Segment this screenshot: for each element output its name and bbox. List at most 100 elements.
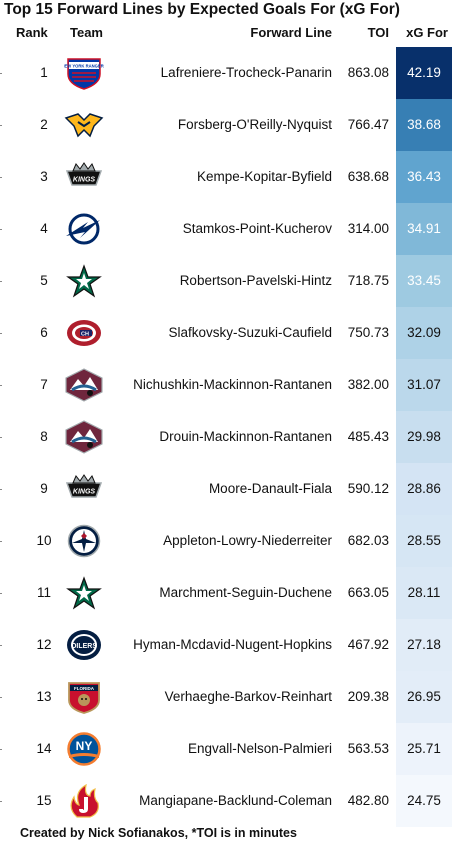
row-edge-tick — [0, 749, 2, 750]
los-angeles-kings-logo-icon: KINGS — [64, 472, 104, 506]
svg-text:OILERS: OILERS — [71, 643, 97, 650]
chart-title: Top 15 Forward Lines by Expected Goals F… — [4, 1, 400, 18]
svg-text:FLORIDA: FLORIDA — [74, 686, 95, 691]
new-york-islanders-logo-icon: NY — [64, 732, 104, 766]
forward-line-cell: Slafkovsky-Suzuki-Caufield — [168, 325, 332, 340]
toi-cell: 482.80 — [347, 793, 389, 808]
calgary-flames-logo-icon — [64, 783, 104, 818]
xg-for-cell: 28.11 — [396, 567, 452, 619]
row-edge-tick — [0, 333, 2, 334]
row-edge-tick — [0, 801, 2, 802]
rank-cell: 2 — [40, 117, 48, 132]
row-edge-tick — [0, 177, 2, 178]
forward-line-cell: Drouin-Mackinnon-Rantanen — [159, 429, 332, 444]
forward-line-cell: Kempe-Kopitar-Byfield — [196, 169, 332, 184]
edmonton-oilers-logo-icon: OILERS — [64, 628, 104, 662]
forward-line-cell: Robertson-Pavelski-Hintz — [179, 273, 332, 288]
colorado-avalanche-logo-icon — [64, 420, 104, 454]
header-team: Team — [70, 25, 103, 40]
row-edge-tick — [0, 645, 2, 646]
rank-cell: 8 — [40, 429, 48, 444]
row-edge-tick — [0, 437, 2, 438]
table-row: 2 Forsberg-O'Reilly-Nyquist 766.47 38.68 — [0, 99, 455, 151]
rank-cell: 11 — [36, 585, 51, 600]
svg-text:KINGS: KINGS — [73, 177, 96, 184]
dallas-stars-logo-icon — [64, 264, 104, 298]
rank-cell: 7 — [40, 377, 48, 392]
new-york-rangers-logo-icon: NEW YORK RANGERS — [61, 56, 107, 90]
forward-line-cell: Stamkos-Point-Kucherov — [182, 221, 332, 236]
table-row: 9 KINGS Moore-Danault-Fiala 590.12 28.86 — [0, 463, 455, 515]
row-edge-tick — [0, 593, 2, 594]
table-row: 13 FLORIDA Verhaeghe-Barkov-Reinhart 209.… — [0, 671, 455, 723]
toi-cell: 766.47 — [347, 117, 389, 132]
row-edge-tick — [0, 125, 2, 126]
svg-text:NEW YORK RANGERS: NEW YORK RANGERS — [64, 64, 104, 69]
rank-cell: 15 — [36, 793, 52, 808]
rank-cell: 4 — [40, 221, 48, 236]
forward-line-cell: Appleton-Lowry-Niederreiter — [163, 533, 332, 548]
svg-text:CH: CH — [81, 332, 89, 338]
header-toi: TOI — [367, 25, 389, 40]
row-edge-tick — [0, 489, 2, 490]
table-row: 8 Drouin-Mackinnon-Rantanen 485.43 29.98 — [0, 411, 455, 463]
rank-cell: 13 — [36, 689, 52, 704]
xg-for-cell: 36.43 — [396, 151, 452, 203]
header-forward-line: Forward Line — [250, 25, 332, 40]
rank-cell: 5 — [40, 273, 48, 288]
forward-line-cell: Moore-Danault-Fiala — [208, 481, 332, 496]
rank-cell: 10 — [36, 533, 52, 548]
header-xg-for: xG For — [406, 25, 448, 40]
toi-cell: 563.53 — [347, 741, 389, 756]
row-edge-tick — [0, 229, 2, 230]
header-rank: Rank — [16, 25, 48, 40]
xg-for-cell: 28.55 — [396, 515, 452, 567]
table-row: 12 OILERS Hyman-Mcdavid-Nugent-Hopkins 467… — [0, 619, 455, 671]
table-row: 10 Appleton-Lowry-Niederreiter 682.03 28.5… — [0, 515, 455, 567]
toi-cell: 863.08 — [347, 65, 389, 80]
forward-line-cell: Mangiapane-Backlund-Coleman — [139, 793, 332, 808]
rank-cell: 12 — [36, 637, 52, 652]
table-row: 11 Marchment-Seguin-Duchene 663.05 28.11 — [0, 567, 455, 619]
tampa-bay-lightning-logo-icon — [64, 212, 104, 246]
xg-for-cell: 24.75 — [396, 775, 452, 827]
rank-cell: 1 — [40, 65, 48, 80]
nashville-predators-logo-icon — [64, 108, 104, 142]
toi-cell: 382.00 — [347, 377, 389, 392]
table-row: 15 Mangiapane-Backlund-Coleman 482.80 24.7… — [0, 775, 455, 827]
winnipeg-jets-logo-icon — [64, 524, 104, 558]
row-edge-tick — [0, 697, 2, 698]
toi-cell: 638.68 — [347, 169, 389, 184]
toi-cell: 467.92 — [347, 637, 389, 652]
toi-cell: 750.73 — [347, 325, 389, 340]
footer-credit: Created by Nick Sofianakos, *TOI is in m… — [20, 826, 297, 840]
row-edge-tick — [0, 281, 2, 282]
row-edge-tick — [0, 541, 2, 542]
montreal-canadiens-logo-icon: CH — [64, 316, 104, 350]
xg-for-cell: 38.68 — [396, 99, 452, 151]
xg-for-cell: 34.91 — [396, 203, 452, 255]
row-edge-tick — [0, 385, 2, 386]
toi-cell: 718.75 — [347, 273, 389, 288]
rank-cell: 3 — [40, 169, 48, 184]
xg-for-cell: 27.18 — [396, 619, 452, 671]
toi-cell: 314.00 — [347, 221, 389, 236]
xg-for-cell: 25.71 — [396, 723, 452, 775]
svg-text:KINGS: KINGS — [73, 489, 96, 496]
table-row: 14 NY Engvall-Nelson-Palmieri 563.53 25.71 — [0, 723, 455, 775]
rank-cell: 6 — [40, 325, 48, 340]
forward-line-cell: Engvall-Nelson-Palmieri — [187, 741, 332, 756]
table-row: 3 KINGS Kempe-Kopitar-Byfield 638.68 36.43 — [0, 151, 455, 203]
forward-line-cell: Marchment-Seguin-Duchene — [159, 585, 332, 600]
toi-cell: 209.38 — [347, 689, 389, 704]
rank-cell: 14 — [36, 741, 52, 756]
forward-line-cell: Verhaeghe-Barkov-Reinhart — [164, 689, 332, 704]
xg-for-cell: 28.86 — [396, 463, 452, 515]
table-row: 6 CH Slafkovsky-Suzuki-Caufield 750.73 32.0… — [0, 307, 455, 359]
xg-for-cell: 42.19 — [396, 47, 452, 99]
table-row: 5 Robertson-Pavelski-Hintz 718.75 33.45 — [0, 255, 455, 307]
toi-cell: 663.05 — [347, 585, 389, 600]
table-row: 1 NEW YORK RANGERS Lafreniere-Trocheck-P… — [0, 47, 455, 99]
xg-for-cell: 32.09 — [396, 307, 452, 359]
colorado-avalanche-logo-icon — [64, 368, 104, 402]
